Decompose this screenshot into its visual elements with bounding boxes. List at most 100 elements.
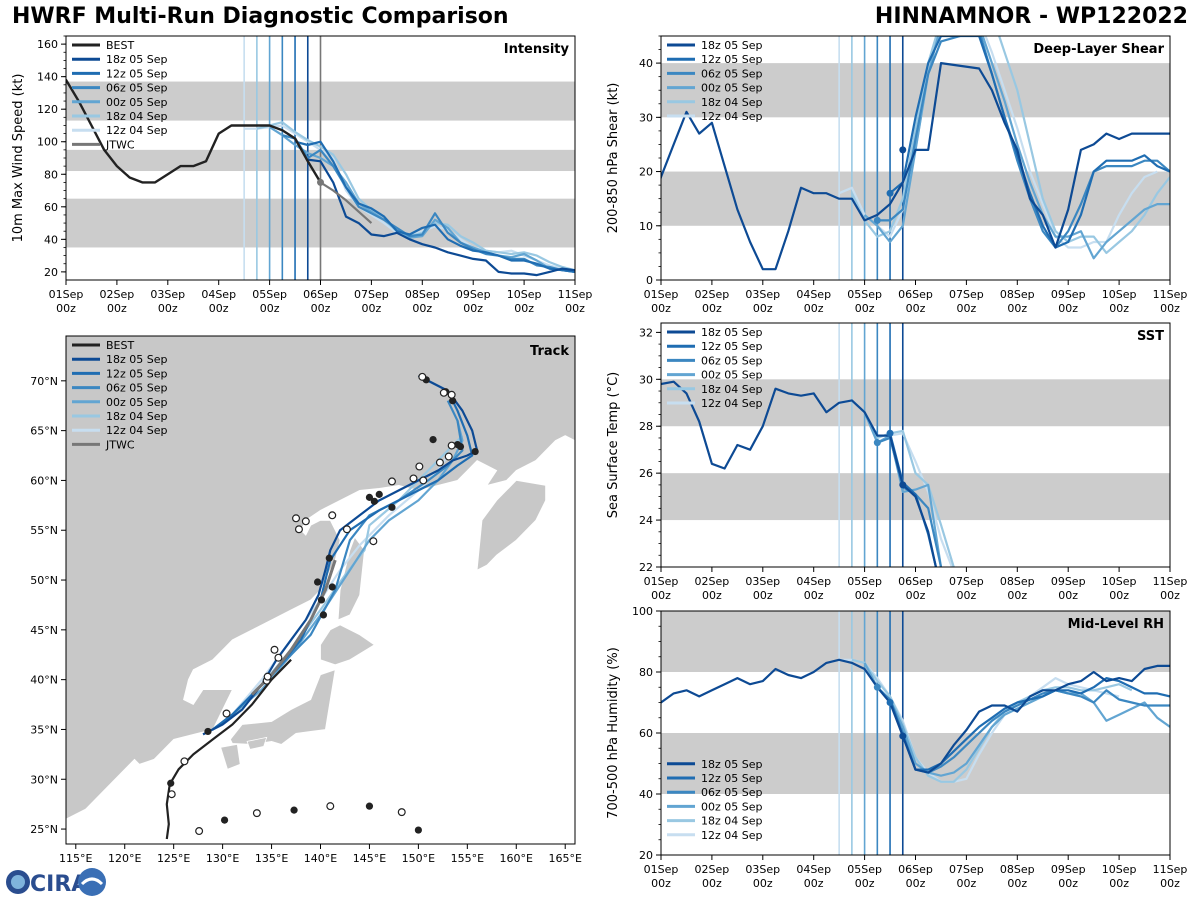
track-ytick-label: 70°N	[30, 375, 58, 388]
track-panel-title: Track	[530, 344, 569, 359]
track-point-open	[301, 517, 310, 526]
shear-series-line	[863, 36, 1170, 260]
rh-xtick-label: 00z	[1109, 877, 1129, 890]
sst-ytick-label: 32	[639, 326, 653, 339]
sst-xtick-label: 00z	[1109, 589, 1129, 602]
intensity-xtick-label: 00z	[514, 302, 534, 315]
rh-xtick-label: 06Sep	[898, 863, 933, 876]
shear-xtick-label: 05Sep	[847, 288, 882, 301]
track-point-filled	[471, 447, 479, 456]
intensity-series-line	[66, 78, 322, 184]
shear-xtick-label: 00z	[906, 302, 926, 315]
sst-xtick-label: 00z	[702, 589, 722, 602]
track-point-open	[409, 474, 418, 483]
track-point-open	[387, 477, 396, 486]
sst-legend-label: 12z 04 Sep	[701, 397, 763, 410]
track-ytick-label: 45°N	[30, 624, 58, 637]
rh-xtick-label: 00z	[957, 877, 977, 890]
rh-xtick-label: 04Sep	[796, 863, 831, 876]
track-legend-label: 06z 05 Sep	[106, 382, 168, 395]
shear-ytick-label: 20	[639, 166, 653, 179]
intensity-xtick-label: 00z	[158, 302, 178, 315]
sst-xtick-label: 00z	[906, 589, 926, 602]
track-point-open	[294, 525, 303, 534]
land-kamchatka	[476, 479, 546, 571]
partner-logo-icon	[78, 868, 106, 896]
track-xtick-label: 165°E	[548, 852, 581, 865]
intensity-plot-area	[66, 36, 575, 280]
shear-band-0	[661, 171, 1170, 226]
track-point-filled	[290, 806, 298, 814]
cira-logo: CIRA	[4, 866, 108, 898]
track-xtick-label: 155°E	[451, 852, 484, 865]
track-point-open	[444, 452, 453, 461]
track-point-open	[439, 388, 448, 397]
sst-xtick-label: 06Sep	[898, 575, 933, 588]
track-point-open	[292, 514, 301, 523]
shear-xtick-label: 00z	[1007, 302, 1027, 315]
shear-ytick-label: 0	[646, 274, 653, 287]
shear-xtick-label: 10Sep	[1102, 288, 1137, 301]
shear-xtick-label: 00z	[804, 302, 824, 315]
sst-legend-label: 18z 04 Sep	[701, 383, 763, 396]
shear-ylabel: 200-850 hPa Shear (kt)	[606, 83, 621, 234]
track-legend-label: 12z 04 Sep	[106, 424, 168, 437]
sst-series-line	[661, 380, 937, 567]
shear-xtick-label: 08Sep	[1000, 288, 1035, 301]
rh-xtick-label: 02Sep	[695, 863, 730, 876]
intensity-xtick-label: 01Sep	[49, 288, 84, 301]
intensity-xtick-label: 00z	[107, 302, 127, 315]
sst-xtick-label: 05Sep	[847, 575, 882, 588]
rh-xtick-label: 08Sep	[1000, 863, 1035, 876]
sst-xtick-label: 10Sep	[1102, 575, 1137, 588]
track-point-open	[167, 790, 176, 799]
track-point-filled	[365, 493, 374, 501]
intensity-legend-label: 12z 05 Sep	[106, 67, 168, 80]
rh-chart: 2040608010001Sep00z02Sep00z03Sep00z04Sep…	[606, 605, 1187, 890]
track-xtick-label: 130°E	[206, 852, 239, 865]
shear-legend-label: 06z 05 Sep	[701, 67, 763, 80]
track-ytick-label: 30°N	[30, 773, 58, 786]
land-kyushu	[220, 743, 241, 770]
rh-ytick-label: 20	[639, 849, 653, 862]
rh-xtick-label: 00z	[804, 877, 824, 890]
track-point-filled	[449, 397, 457, 405]
shear-xtick-label: 00z	[702, 302, 722, 315]
shear-xtick-label: 00z	[957, 302, 977, 315]
intensity-legend-label: 18z 04 Sep	[106, 110, 168, 123]
track-point-open	[270, 645, 279, 654]
shear-ytick-label: 10	[639, 220, 653, 233]
shear-legend-label: 12z 05 Sep	[701, 53, 763, 66]
intensity-xtick-label: 00z	[260, 302, 280, 315]
shear-init-marker	[899, 146, 907, 154]
track-xtick-label: 150°E	[402, 852, 435, 865]
rh-ylabel: 700-500 hPa Humidity (%)	[606, 647, 621, 819]
sst-xtick-label: 00z	[1007, 589, 1027, 602]
track-xtick-label: 160°E	[500, 852, 533, 865]
intensity-xtick-label: 06Sep	[303, 288, 338, 301]
sst-legend-label: 06z 05 Sep	[701, 354, 763, 367]
track-point-filled	[429, 435, 437, 444]
sst-xtick-label: 00z	[804, 589, 824, 602]
shear-xtick-label: 00z	[753, 302, 773, 315]
rh-legend-label: 12z 04 Sep	[701, 829, 763, 842]
intensity-xtick-label: 02Sep	[100, 288, 135, 301]
intensity-series-line	[269, 126, 575, 273]
sst-ytick-label: 28	[639, 420, 653, 433]
track-point-filled	[375, 490, 383, 498]
track-point-filled	[456, 442, 465, 451]
shear-xtick-label: 06Sep	[898, 288, 933, 301]
intensity-legend-label: BEST	[106, 39, 134, 52]
intensity-init-marker	[317, 178, 324, 186]
sst-xtick-label: 00z	[651, 589, 671, 602]
rh-series-line	[863, 662, 1170, 777]
track-ytick-label: 35°N	[30, 723, 58, 736]
track-point-filled	[388, 503, 396, 511]
shear-xtick-label: 02Sep	[695, 288, 730, 301]
rh-xtick-label: 00z	[702, 877, 722, 890]
rh-xtick-label: 00z	[753, 877, 773, 890]
track-ytick-label: 65°N	[30, 425, 58, 438]
track-point-open	[274, 653, 283, 662]
